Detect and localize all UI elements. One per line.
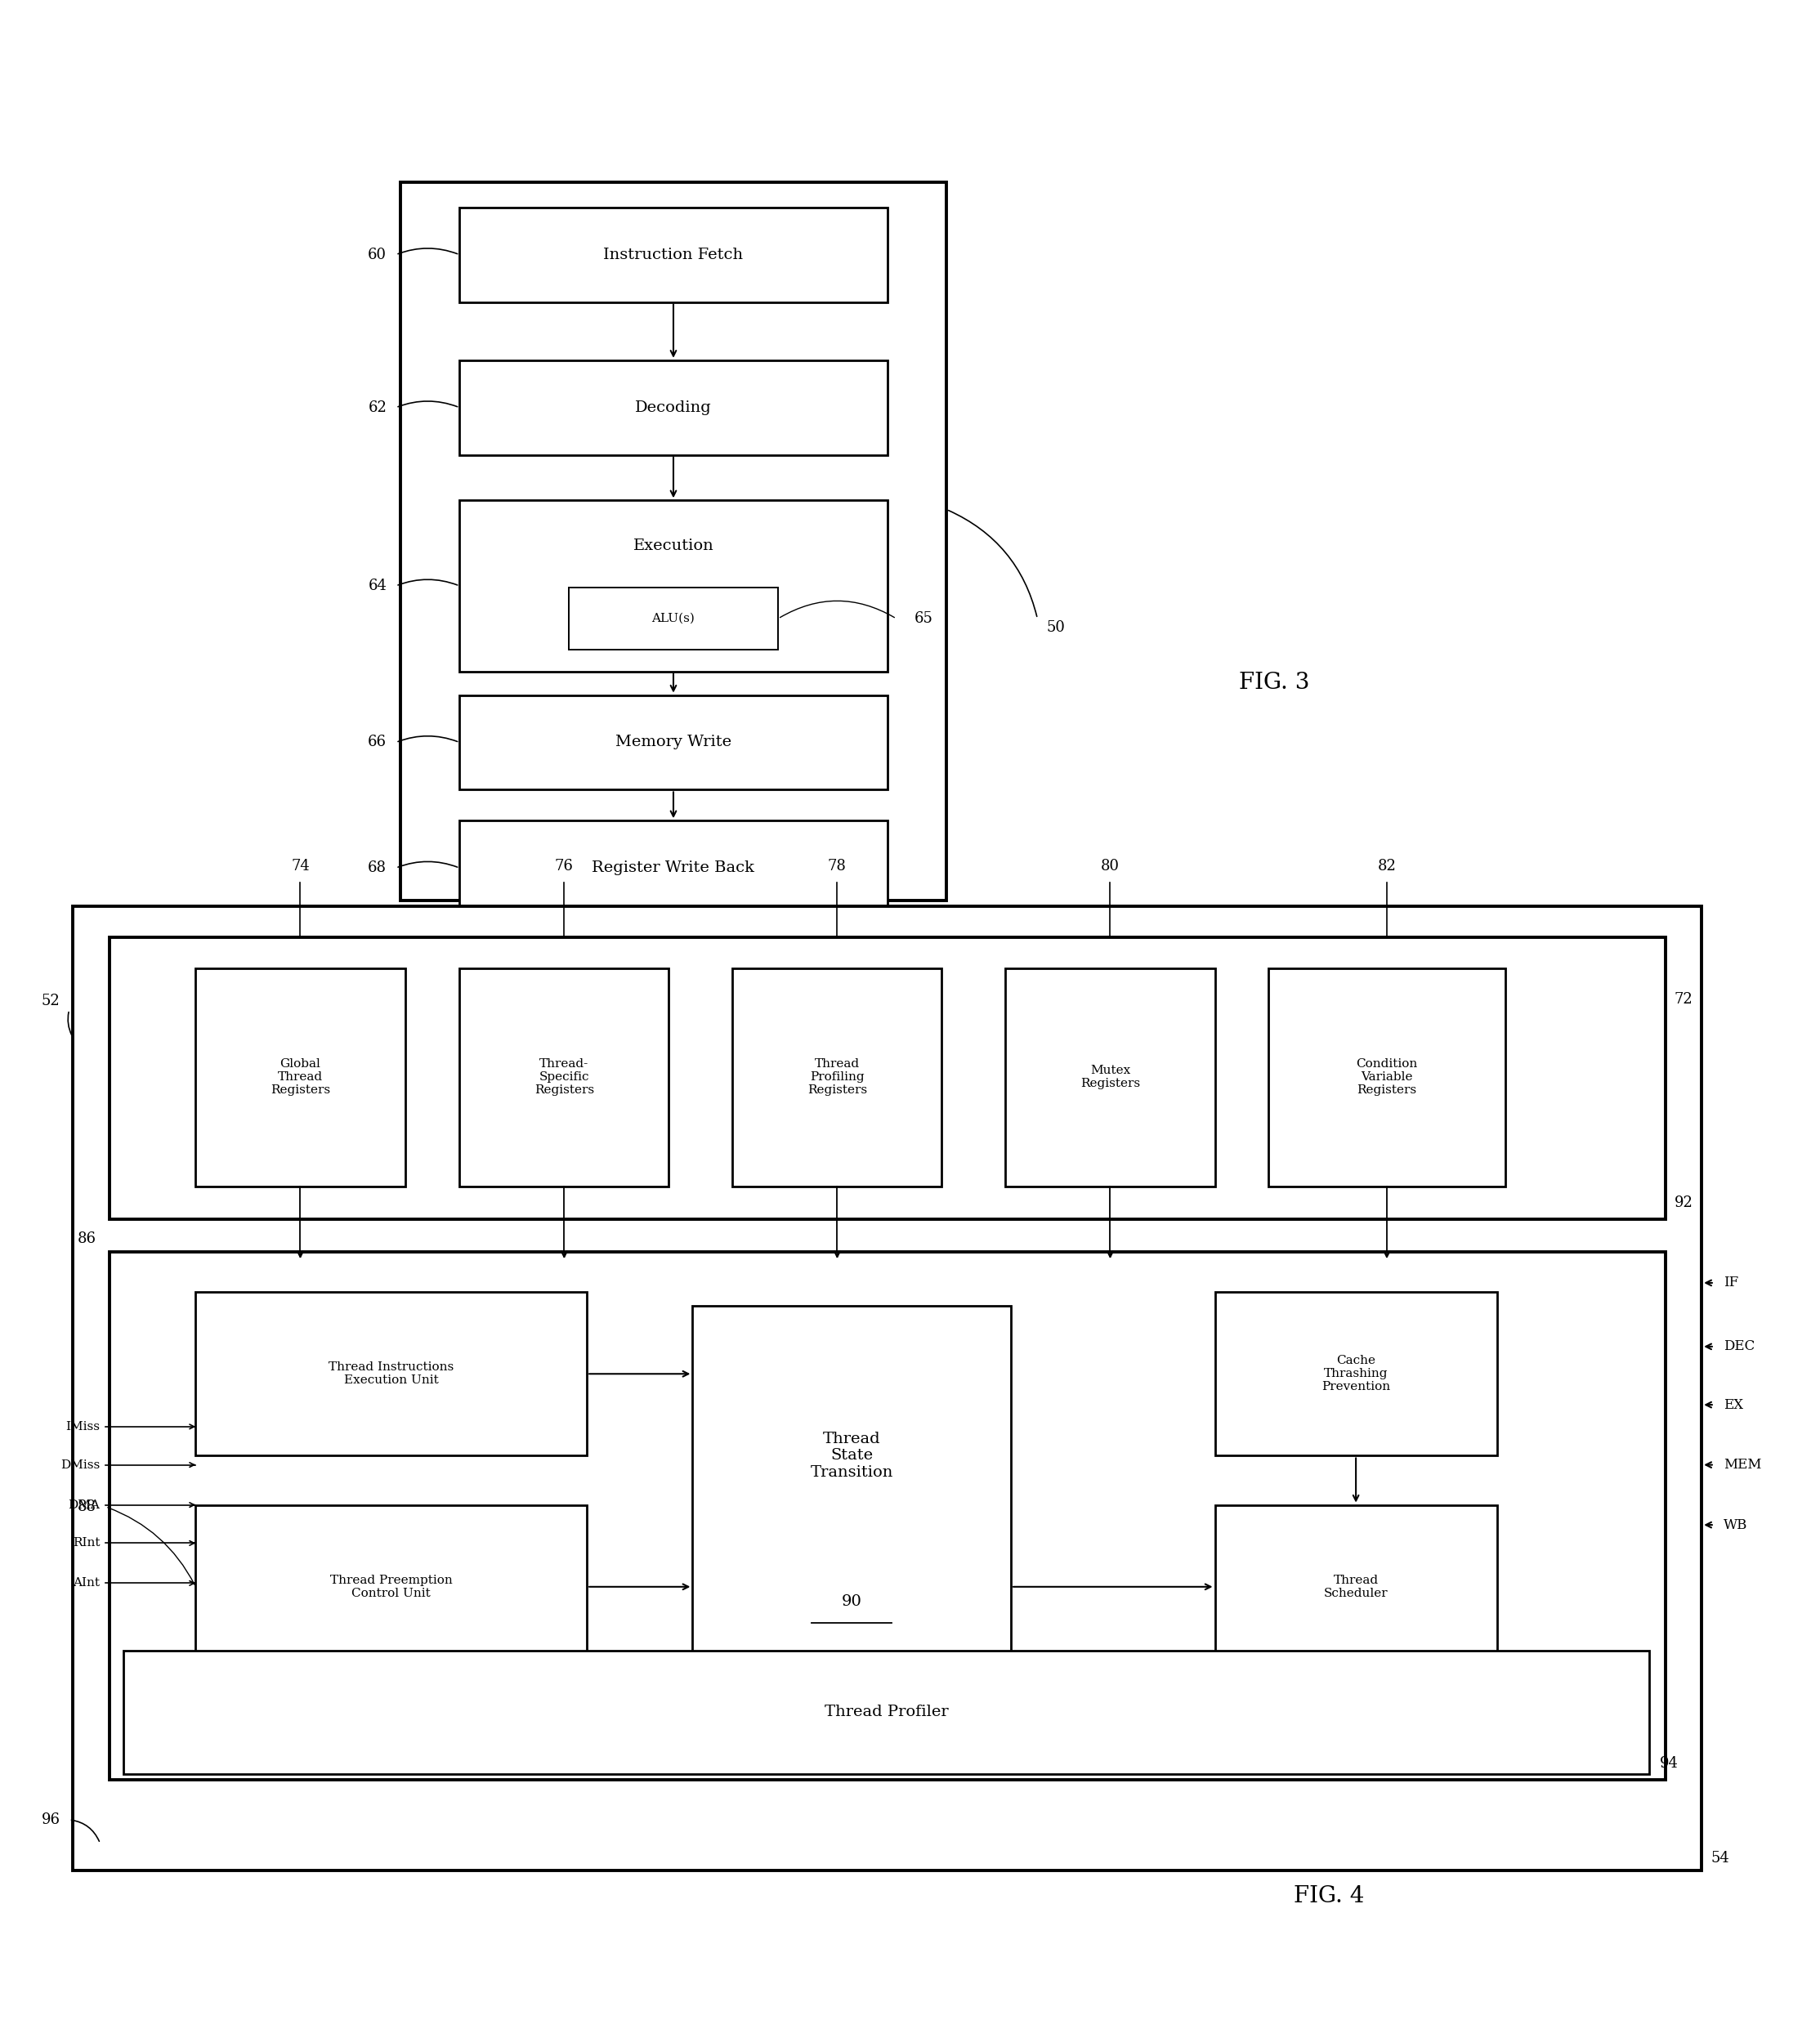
Text: DEC: DEC <box>1724 1339 1754 1353</box>
Text: Thread
Scheduler: Thread Scheduler <box>1323 1575 1389 1600</box>
Text: MEM: MEM <box>1724 1457 1762 1471</box>
Text: 60: 60 <box>368 247 386 263</box>
Text: EX: EX <box>1724 1398 1744 1412</box>
Text: WB: WB <box>1724 1518 1747 1533</box>
Text: 78: 78 <box>828 858 846 874</box>
Text: Register Write Back: Register Write Back <box>592 860 755 874</box>
Text: 68: 68 <box>368 860 386 874</box>
Text: Condition
Variable
Registers: Condition Variable Registers <box>1356 1058 1418 1096</box>
Text: Thread
Profiling
Registers: Thread Profiling Registers <box>808 1058 866 1096</box>
Bar <box>568 587 779 650</box>
Text: IMiss: IMiss <box>66 1420 100 1433</box>
Text: IF: IF <box>1724 1276 1738 1290</box>
Text: 64: 64 <box>368 579 386 593</box>
Bar <box>459 695 886 789</box>
Bar <box>1216 1292 1496 1455</box>
Text: DMiss: DMiss <box>60 1459 100 1471</box>
Bar <box>459 501 886 671</box>
Bar <box>124 1651 1649 1775</box>
Text: 80: 80 <box>1101 858 1119 874</box>
Text: Mutex
Registers: Mutex Registers <box>1081 1066 1139 1090</box>
Text: Thread Instructions
Execution Unit: Thread Instructions Execution Unit <box>329 1361 453 1386</box>
Text: 82: 82 <box>1378 858 1396 874</box>
Text: Instruction Fetch: Instruction Fetch <box>604 247 743 263</box>
Bar <box>197 1504 586 1669</box>
Bar <box>1005 968 1216 1186</box>
Text: Execution: Execution <box>633 538 713 552</box>
Bar <box>693 1306 1012 1698</box>
Bar <box>109 937 1665 1219</box>
Bar <box>732 968 943 1186</box>
Text: Memory Write: Memory Write <box>615 736 732 750</box>
Bar <box>197 1292 586 1455</box>
Bar <box>73 907 1702 1871</box>
Text: 74: 74 <box>291 858 309 874</box>
Text: Decoding: Decoding <box>635 399 712 416</box>
Text: 50: 50 <box>1046 620 1065 636</box>
Text: 54: 54 <box>1711 1851 1729 1865</box>
Text: 88: 88 <box>78 1500 96 1514</box>
Text: AInt: AInt <box>73 1577 100 1590</box>
Text: 92: 92 <box>1674 1196 1693 1211</box>
Text: RInt: RInt <box>73 1537 100 1549</box>
Text: Thread Profiler: Thread Profiler <box>824 1706 948 1720</box>
Bar <box>400 181 946 901</box>
Bar <box>1269 968 1505 1186</box>
Text: 72: 72 <box>1674 993 1693 1007</box>
Text: 96: 96 <box>42 1812 60 1828</box>
Text: DMA: DMA <box>69 1500 100 1510</box>
Text: 94: 94 <box>1660 1757 1678 1771</box>
Text: 90: 90 <box>841 1594 863 1608</box>
Text: 66: 66 <box>368 736 386 750</box>
Text: ALU(s): ALU(s) <box>652 613 695 624</box>
Text: 86: 86 <box>78 1231 96 1247</box>
Text: Cache
Thrashing
Prevention: Cache Thrashing Prevention <box>1321 1355 1390 1392</box>
Bar <box>459 821 886 915</box>
Bar <box>459 208 886 302</box>
Bar <box>459 968 668 1186</box>
Bar <box>459 361 886 454</box>
Bar <box>109 1251 1665 1779</box>
Text: FIG. 4: FIG. 4 <box>1294 1885 1363 1908</box>
Text: Thread-
Specific
Registers: Thread- Specific Registers <box>535 1058 593 1096</box>
Text: 76: 76 <box>555 858 573 874</box>
Text: 62: 62 <box>368 399 386 416</box>
Text: Global
Thread
Registers: Global Thread Registers <box>271 1058 329 1096</box>
Text: 65: 65 <box>914 611 934 626</box>
Bar <box>1216 1504 1496 1669</box>
Text: 52: 52 <box>42 993 60 1009</box>
Text: Thread Preemption
Control Unit: Thread Preemption Control Unit <box>329 1575 453 1600</box>
Text: FIG. 3: FIG. 3 <box>1239 671 1309 693</box>
Text: Thread
State
Transition: Thread State Transition <box>810 1431 894 1480</box>
Bar <box>197 968 404 1186</box>
